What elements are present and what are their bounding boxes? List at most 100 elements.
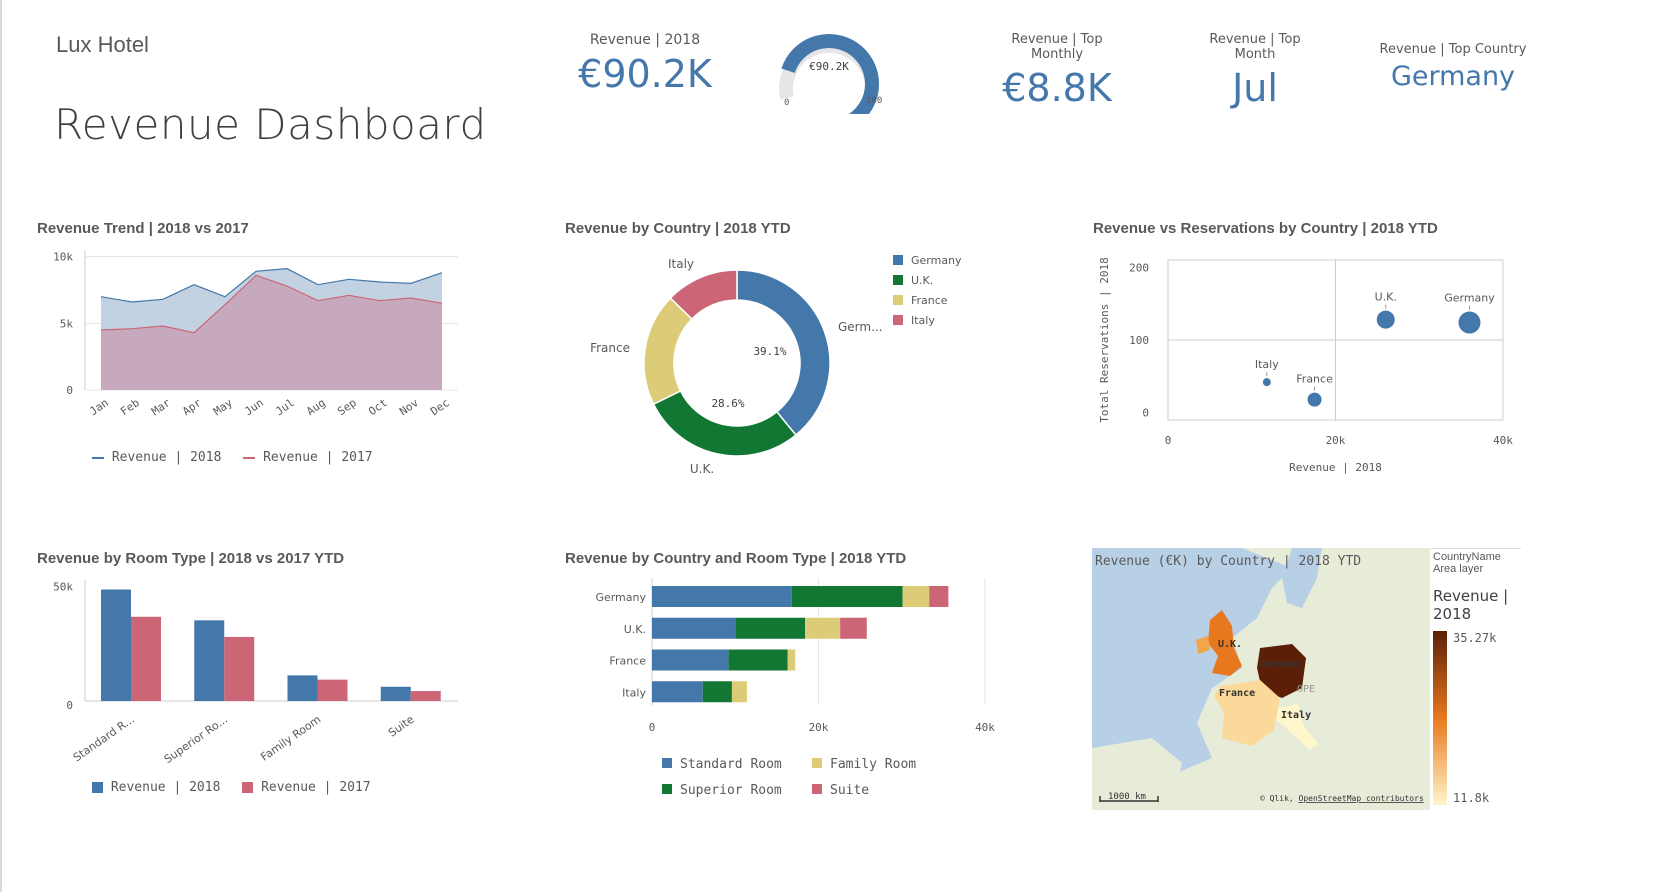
stacked-bar-segment[interactable] — [791, 586, 903, 607]
map-layer-type: Area layer — [1433, 563, 1484, 575]
map-country-italy — [1276, 704, 1318, 750]
revenue-by-country-room-chart[interactable]: Germany U.K. France Italy 0 20k 40k — [560, 575, 1010, 745]
legend-swatch — [893, 315, 903, 325]
area-series-2017[interactable] — [101, 275, 442, 390]
map-legend: CountryName Area layer Revenue | 2018 35… — [1431, 548, 1521, 811]
revenue-gauge[interactable]: €90.2K 0 100 — [770, 22, 890, 114]
legend-label[interactable]: U.K. — [911, 274, 933, 287]
stacked-bar-segment[interactable] — [840, 617, 867, 639]
map-title: Revenue (€K) by Country | 2018 YTD — [1095, 554, 1361, 569]
map-country-ireland — [1196, 636, 1210, 654]
kpi-value: Jul — [1232, 66, 1278, 110]
donut-slice-label: Germ... — [838, 320, 883, 334]
stacked-bar-segment[interactable] — [735, 617, 806, 639]
map-attribution-text: © Qlik, — [1260, 794, 1299, 803]
bar-2017[interactable] — [131, 616, 161, 701]
x-tick-label: Dec — [428, 396, 452, 418]
x-tick-label: 40k — [1493, 434, 1513, 447]
x-axis-title: Revenue | 2018 — [1289, 461, 1382, 474]
map-country-france — [1214, 680, 1280, 746]
x-tick-label: 40k — [975, 721, 995, 734]
gauge-value-arc — [781, 34, 879, 114]
revenue-trend-chart[interactable]: 10k 5k 0 Jan Feb Mar Apr May Jun Jul Aug Sep Oct Nov D… — [30, 245, 470, 485]
page-left-border — [0, 0, 2, 892]
gauge-min-label: 0 — [784, 98, 789, 108]
stacked-bar-segment[interactable] — [652, 617, 736, 639]
stacked-bar-segment[interactable] — [702, 681, 732, 703]
legend-swatch-suite — [812, 784, 822, 794]
stacked-bar-segment[interactable] — [652, 649, 729, 671]
map-label-germany: Germany — [1260, 659, 1302, 670]
line-series-2017 — [100, 274, 443, 334]
map-label-uk: U.K. — [1218, 639, 1242, 650]
map-legend-gradient — [1433, 631, 1447, 805]
stacked-bar-segment[interactable] — [787, 649, 796, 671]
kpi-top-country[interactable]: Revenue | Top Country Germany — [1378, 42, 1528, 92]
scatter-point-germany[interactable] — [1458, 311, 1481, 334]
bar-2017[interactable] — [410, 691, 441, 701]
map-country-uk — [1208, 610, 1242, 676]
x-tick-label: 20k — [809, 721, 829, 734]
point-label: U.K. — [1375, 291, 1397, 304]
revenue-map[interactable]: Revenue (€K) by Country | 2018 YTD U.K. … — [1092, 548, 1430, 810]
stacked-bar-segment[interactable] — [728, 649, 788, 671]
y-tick-label: U.K. — [624, 623, 646, 636]
legend-label-suite: Suite — [830, 783, 870, 798]
kpi-top-month[interactable]: Revenue | Top Month Jul — [1190, 32, 1320, 110]
legend-swatch-2018 — [92, 782, 103, 793]
donut-slice-germany[interactable] — [736, 269, 831, 437]
stacked-bar-segment[interactable] — [805, 617, 841, 639]
map-canvas: Revenue (€K) by Country | 2018 YTD U.K. … — [1092, 548, 1430, 810]
legend-swatch — [893, 255, 903, 265]
legend-label-2018: Revenue | 2018 — [110, 780, 221, 795]
y-tick-label: 5k — [60, 317, 74, 330]
bar-2018[interactable] — [380, 686, 411, 701]
scatter-point-uk[interactable] — [1376, 310, 1395, 329]
y-tick-label: 0 — [66, 384, 73, 397]
scatter-point-france[interactable] — [1307, 392, 1322, 407]
map-label-italy: Italy — [1281, 710, 1311, 721]
stacked-bar-segment[interactable] — [902, 586, 930, 607]
revenue-vs-reservations-scatter[interactable]: 200 100 0 0 20k 40k Revenue | 2018 Total Reserv… — [1093, 245, 1523, 485]
stacked-chart-title: Revenue by Country and Room Type | 2018 … — [565, 550, 907, 567]
legend-swatch-2017 — [243, 456, 256, 459]
y-tick-label: France — [609, 655, 646, 668]
y-tick-label: 50k — [53, 580, 73, 593]
donut-slice-france[interactable] — [643, 297, 693, 406]
donut-slice-label: U.K. — [690, 462, 714, 476]
stacked-bar-segment[interactable] — [731, 681, 747, 703]
stacked-bar-segment[interactable] — [929, 586, 949, 607]
x-tick-label: Aug — [304, 396, 328, 418]
y-tick-label: 0 — [1142, 407, 1149, 420]
stacked-bar-segment[interactable] — [652, 586, 792, 607]
donut-slice-italy[interactable] — [669, 269, 738, 321]
bar-2018[interactable] — [287, 675, 318, 701]
x-tick-label: 0 — [649, 721, 656, 734]
bar-2017[interactable] — [224, 636, 255, 701]
kpi-revenue-2018[interactable]: Revenue | 2018 €90.2K — [575, 32, 715, 96]
trend-legend: Revenue | 2018 Revenue | 2017 — [92, 450, 373, 465]
x-tick-label: Sep — [335, 396, 359, 418]
x-tick-label: Mar — [149, 396, 173, 418]
map-sea-baltic — [1282, 548, 1322, 608]
x-tick-label: Nov — [397, 396, 421, 418]
legend-label[interactable]: Germany — [911, 254, 962, 267]
legend-swatch-2018 — [92, 456, 104, 459]
revenue-by-country-donut[interactable]: Germ... 39.1% U.K. 28.6% France Italy Germany U… — [560, 245, 1050, 485]
bar-2018[interactable] — [101, 589, 131, 701]
bar-2018[interactable] — [194, 620, 225, 701]
scatter-point-italy[interactable] — [1262, 378, 1271, 387]
map-legend-max: 35.27k — [1453, 631, 1497, 645]
donut-slice-label: France — [590, 341, 630, 355]
kpi-top-monthly[interactable]: Revenue | Top Monthly €8.8K — [985, 32, 1129, 110]
y-tick-label: 200 — [1129, 261, 1149, 274]
legend-label[interactable]: Italy — [911, 314, 935, 327]
legend-label[interactable]: France — [911, 294, 948, 307]
stacked-bar-segment[interactable] — [652, 681, 703, 703]
x-tick-label: 20k — [1326, 434, 1346, 447]
x-tick-label: Feb — [118, 396, 142, 418]
bar-2017[interactable] — [317, 679, 348, 701]
x-tick-label: May — [211, 396, 235, 418]
x-tick-label: Apr — [180, 396, 204, 418]
